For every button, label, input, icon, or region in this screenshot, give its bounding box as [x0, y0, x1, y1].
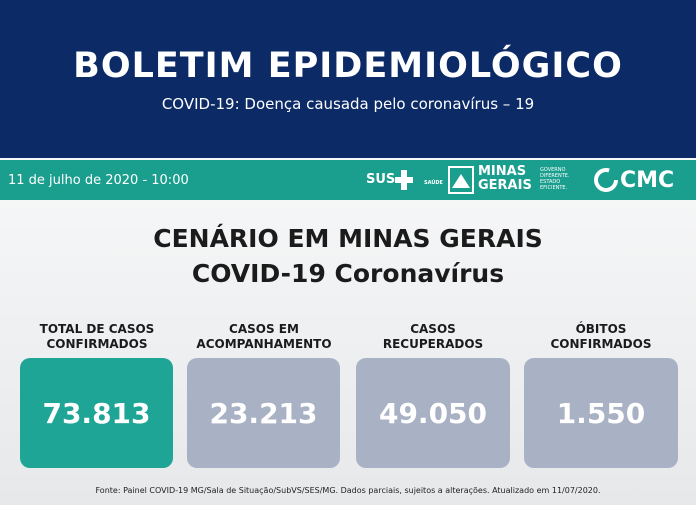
footer: Fonte: Painel COVID-19 MG/Sala de Situaç… [95, 486, 601, 495]
card-label: CASOS EM ACOMPANHAMENTO [179, 322, 349, 352]
label-line: ÓBITOS [575, 322, 627, 336]
header-band [0, 0, 696, 158]
minas-icon [448, 166, 474, 194]
sus-logo: SUS [366, 172, 396, 187]
cmc-icon [594, 168, 618, 192]
card-label: CASOS RECUPERADOS [348, 322, 518, 352]
card-value: 23.213 [187, 358, 340, 468]
sus-cross [395, 170, 413, 190]
title: BOLETIM EPIDEMIOLÓGICO [73, 46, 623, 86]
info-bar [0, 160, 696, 200]
label-line: RECUPERADOS [382, 337, 484, 351]
heading: CENÁRIO EM MINAS GERAIS [153, 224, 543, 253]
card-label: TOTAL DE CASOS CONFIRMADOS [12, 322, 182, 352]
card-value: 73.813 [20, 358, 173, 468]
label-line: CONFIRMADOS [46, 337, 148, 351]
label-line: ACOMPANHAMENTO [196, 337, 332, 351]
slogan-line: ESTADO [540, 179, 561, 185]
date: 11 de julho de 2020 - 10:00 [8, 173, 189, 188]
label-line: CASOS [410, 322, 456, 336]
card-value: 49.050 [356, 358, 510, 468]
subtitle: COVID-19: Doença causada pelo coronavíru… [161, 95, 535, 113]
slogan: GOVERNO DIFERENTE. ESTADO EFICIENTE. [540, 167, 570, 191]
cmc-logo: CMC [620, 168, 675, 193]
minas-logo: MINAS GERAIS [478, 165, 532, 193]
saude-label: SAÚDE [424, 180, 443, 186]
slogan-line: EFICIENTE. [540, 185, 568, 191]
minas-line: MINAS [478, 164, 527, 179]
subheading: COVID-19 Coronavírus [191, 259, 505, 288]
label-line: CONFIRMADOS [550, 337, 652, 351]
card-value: 1.550 [524, 358, 678, 468]
card-label: ÓBITOS CONFIRMADOS [516, 322, 686, 352]
slogan-line: DIFERENTE. [540, 173, 570, 179]
label-line: CASOS EM [229, 322, 299, 336]
slogan-line: GOVERNO [540, 167, 566, 173]
label-line: TOTAL DE CASOS [39, 322, 155, 336]
minas-line: GERAIS [478, 178, 532, 193]
